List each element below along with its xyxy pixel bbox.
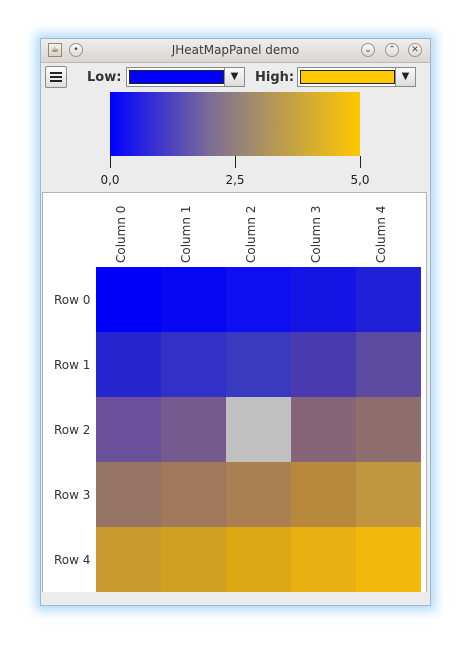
column-header: Column 3 — [291, 199, 356, 263]
low-label: Low: — [87, 70, 122, 85]
heatmap-cell[interactable] — [161, 527, 226, 592]
row-header: Row 1 — [54, 358, 91, 372]
row-header: Row 2 — [54, 423, 91, 437]
minimize-icon[interactable]: ⌄ — [361, 43, 375, 57]
high-label: High: — [255, 70, 295, 85]
heatmap-panel: Column 0 Column 1 Column 2 Column 3 Column 4… — [42, 192, 427, 596]
heatmap-cell[interactable] — [291, 267, 356, 332]
column-header-label: Column 3 — [309, 205, 323, 263]
scale-tick-label: 5,0 — [350, 173, 370, 187]
java-icon[interactable]: ☕ — [48, 43, 62, 57]
heatmap-cell[interactable] — [356, 462, 421, 527]
hamburger-menu-icon — [50, 72, 62, 74]
window-title: JHeatMapPanel demo — [171, 43, 300, 57]
app-window: ☕ • JHeatMapPanel demo ⌄ ⌃ ✕ Low: ▼ High… — [40, 38, 431, 606]
heatmap-cell[interactable] — [226, 462, 291, 527]
heatmap-cell[interactable] — [291, 332, 356, 397]
low-color-combo[interactable]: ▼ — [126, 67, 245, 87]
heatmap-cell[interactable] — [291, 462, 356, 527]
scale-tick — [110, 156, 111, 168]
chevron-down-icon[interactable]: ▼ — [224, 68, 244, 86]
toolbar: Low: ▼ High: ▼ — [41, 63, 430, 93]
column-header-label: Column 4 — [374, 205, 388, 263]
heatmap-cell[interactable] — [96, 267, 161, 332]
heatmap-cell[interactable] — [356, 267, 421, 332]
scale-tick-label: 0,0 — [100, 173, 120, 187]
gradient-scale: 0,0 2,5 5,0 — [41, 156, 430, 192]
heatmap-cell[interactable] — [356, 397, 421, 462]
heatmap-cell[interactable] — [161, 332, 226, 397]
maximize-icon[interactable]: ⌃ — [385, 43, 399, 57]
column-header: Column 0 — [96, 199, 161, 263]
close-icon[interactable]: ✕ — [408, 43, 422, 57]
row-header: Row 0 — [54, 293, 91, 307]
heatmap-cell[interactable] — [96, 332, 161, 397]
column-header-label: Column 1 — [179, 205, 193, 263]
heatmap-cell[interactable] — [291, 527, 356, 592]
color-gradient-bar — [110, 92, 360, 156]
low-color-swatch — [129, 70, 224, 84]
column-header: Column 2 — [226, 199, 291, 263]
heatmap-cell[interactable] — [356, 527, 421, 592]
scale-tick-label: 2,5 — [225, 173, 245, 187]
column-header: Column 1 — [161, 199, 226, 263]
column-header: Column 4 — [356, 199, 421, 263]
title-bar[interactable]: ☕ • JHeatMapPanel demo ⌄ ⌃ ✕ — [41, 39, 430, 63]
column-header-label: Column 0 — [114, 205, 128, 263]
heatmap-cell[interactable] — [96, 462, 161, 527]
column-header-label: Column 2 — [244, 205, 258, 263]
heatmap-cell[interactable] — [356, 332, 421, 397]
pin-icon[interactable]: • — [69, 43, 83, 57]
heatmap-cell[interactable] — [226, 527, 291, 592]
heatmap-cell[interactable] — [226, 332, 291, 397]
heatmap-cell[interactable] — [226, 267, 291, 332]
high-color-combo[interactable]: ▼ — [297, 67, 416, 87]
chevron-down-icon[interactable]: ▼ — [395, 68, 415, 86]
row-header: Row 4 — [54, 553, 91, 567]
heatmap-cell[interactable] — [96, 397, 161, 462]
heatmap-cell[interactable] — [161, 267, 226, 332]
row-header: Row 3 — [54, 488, 91, 502]
heatmap-cell[interactable] — [96, 527, 161, 592]
scale-tick — [235, 156, 236, 168]
heatmap-cell[interactable] — [161, 462, 226, 527]
heatmap-cell[interactable] — [161, 397, 226, 462]
heatmap-cell[interactable] — [291, 397, 356, 462]
heatmap-cell[interactable] — [226, 397, 291, 462]
high-color-swatch — [300, 70, 395, 84]
bottom-strip — [42, 592, 427, 602]
scale-tick — [360, 156, 361, 168]
menu-button[interactable] — [45, 66, 67, 88]
